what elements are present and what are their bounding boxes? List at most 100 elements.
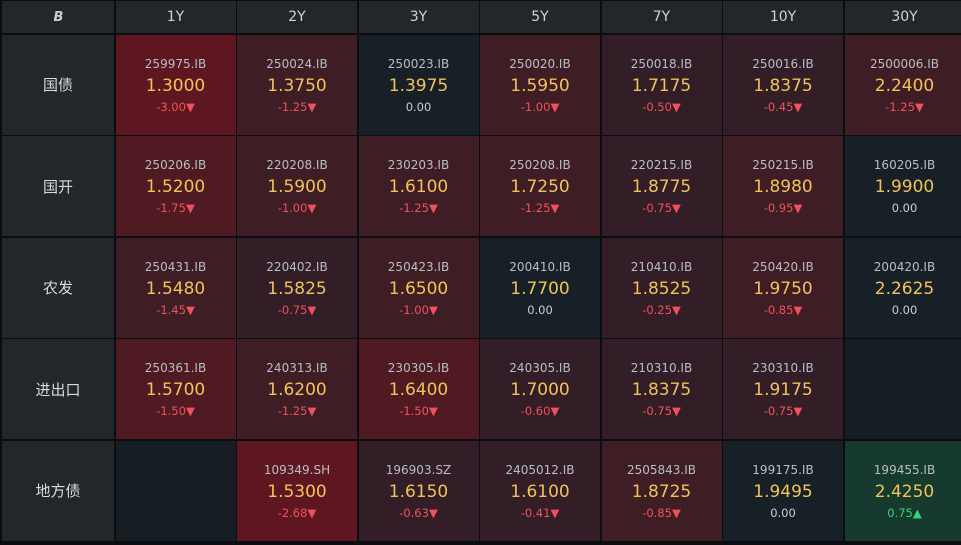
bond-cell[interactable]: 220208.IB 1.5900 -1.00▼ — [237, 136, 357, 236]
bond-code: 210410.IB — [630, 259, 693, 274]
bond-cell[interactable]: 196903.SZ 1.6150 -0.63▼ — [358, 440, 479, 541]
bond-code: 230305.IB — [387, 361, 450, 375]
bond-cell[interactable]: 2405012.IB 1.6100 -0.41▼ — [480, 440, 600, 541]
bond-cell[interactable]: 250018.IB 1.7175 -0.50▼ — [601, 34, 722, 135]
bond-yield: 1.5200 — [145, 177, 206, 197]
bond-code: 210310.IB — [630, 361, 693, 375]
bond-change: 0.00 — [527, 302, 553, 317]
bond-yield: 1.5900 — [267, 177, 327, 197]
column-header-3y[interactable]: 3Y — [358, 1, 479, 33]
bond-change: -0.75▼ — [642, 404, 681, 418]
bond-change: -0.50▼ — [642, 99, 681, 114]
bond-code: 240305.IB — [509, 361, 571, 375]
empty-cell — [844, 339, 961, 439]
bond-code: 250023.IB — [387, 56, 450, 71]
bond-cell[interactable]: 199455.IB 2.4250 0.75▲ — [844, 440, 961, 541]
bond-change: -0.60▼ — [520, 404, 560, 418]
bond-cell[interactable]: 160205.IB 1.9900 0.00 — [844, 136, 961, 236]
bond-cell[interactable]: 210410.IB 1.8525 -0.25▼ — [601, 237, 722, 338]
bond-change: 0.00 — [770, 505, 796, 520]
bond-yield: 1.6200 — [267, 380, 327, 400]
column-header-5y[interactable]: 5Y — [480, 1, 600, 33]
row-header: 进出口 — [2, 339, 114, 439]
bond-yield: 1.3975 — [388, 75, 449, 96]
bond-change: -1.50▼ — [399, 404, 438, 418]
bond-code: 250431.IB — [144, 259, 207, 274]
bond-code: 2505843.IB — [626, 462, 697, 477]
bond-cell[interactable]: 109349.SH 1.5300 -2.68▼ — [237, 440, 357, 541]
bond-yield: 1.5300 — [267, 481, 327, 502]
bond-yield: 1.8725 — [631, 481, 692, 502]
row-header: 国开 — [2, 136, 114, 236]
bond-yield: 1.7175 — [631, 75, 692, 96]
bond-cell[interactable]: 220215.IB 1.8775 -0.75▼ — [601, 136, 722, 236]
bond-code: 240313.IB — [266, 361, 328, 375]
column-header-7y[interactable]: 7Y — [601, 1, 722, 33]
bond-code: 200410.IB — [509, 259, 571, 274]
bond-yield: 1.5950 — [510, 75, 570, 96]
bond-yield: 1.7700 — [510, 278, 570, 299]
bond-yield: 2.4250 — [874, 481, 935, 502]
column-header-2y[interactable]: 2Y — [237, 1, 357, 33]
bond-cell[interactable]: 250206.IB 1.5200 -1.75▼ — [115, 136, 236, 236]
bond-yield: 1.9750 — [753, 278, 813, 299]
bond-cell[interactable]: 200420.IB 2.2625 0.00 — [844, 237, 961, 338]
bond-yield: 1.6500 — [388, 278, 449, 299]
bond-change: -1.25▼ — [277, 99, 317, 114]
bond-code: 259975.IB — [144, 56, 207, 71]
bond-change: -1.25▼ — [520, 201, 560, 215]
corner-logo: B — [2, 1, 114, 33]
bond-change: -1.25▼ — [399, 201, 438, 215]
bond-code: 230310.IB — [752, 361, 814, 375]
row-header: 地方债 — [2, 440, 114, 541]
bond-cell[interactable]: 240305.IB 1.7000 -0.60▼ — [480, 339, 600, 439]
bond-cell[interactable]: 200410.IB 1.7700 0.00 — [480, 237, 600, 338]
bond-cell[interactable]: 250420.IB 1.9750 -0.85▼ — [723, 237, 843, 338]
bond-change: -0.95▼ — [763, 201, 803, 215]
bond-cell[interactable]: 250023.IB 1.3975 0.00 — [358, 34, 479, 135]
bond-cell[interactable]: 2500006.IB 2.2400 -1.25▼ — [844, 34, 961, 135]
row-header: 国债 — [2, 34, 114, 135]
bond-cell[interactable]: 259975.IB 1.3000 -3.00▼ — [115, 34, 236, 135]
bond-change: -1.25▼ — [277, 404, 317, 418]
bond-change: 0.00 — [891, 302, 918, 317]
bond-cell[interactable]: 250431.IB 1.5480 -1.45▼ — [115, 237, 236, 338]
bond-yield: 1.5700 — [145, 380, 206, 400]
bond-yield: 1.6100 — [388, 177, 449, 197]
column-header-1y[interactable]: 1Y — [115, 1, 236, 33]
bond-cell[interactable]: 250423.IB 1.6500 -1.00▼ — [358, 237, 479, 338]
bond-cell[interactable]: 250215.IB 1.8980 -0.95▼ — [723, 136, 843, 236]
bond-cell[interactable]: 250024.IB 1.3750 -1.25▼ — [237, 34, 357, 135]
bond-yield: 1.6400 — [388, 380, 449, 400]
bond-code: 250420.IB — [752, 259, 814, 274]
bond-change: -3.00▼ — [156, 99, 195, 114]
bond-cell[interactable]: 230305.IB 1.6400 -1.50▼ — [358, 339, 479, 439]
bond-cell[interactable]: 199175.IB 1.9495 0.00 — [723, 440, 843, 541]
bond-change: -1.50▼ — [156, 404, 195, 418]
column-header-10y[interactable]: 10Y — [723, 1, 843, 33]
bond-change: -0.75▼ — [763, 404, 803, 418]
bond-yield: 2.2625 — [874, 278, 935, 299]
bond-cell[interactable]: 220402.IB 1.5825 -0.75▼ — [237, 237, 357, 338]
bond-cell[interactable]: 2505843.IB 1.8725 -0.85▼ — [601, 440, 722, 541]
bond-change: -0.75▼ — [642, 201, 681, 215]
bond-change: -1.00▼ — [520, 99, 560, 114]
bond-cell[interactable]: 210310.IB 1.8375 -0.75▼ — [601, 339, 722, 439]
bond-cell[interactable]: 250208.IB 1.7250 -1.25▼ — [480, 136, 600, 236]
bond-cell[interactable]: 230310.IB 1.9175 -0.75▼ — [723, 339, 843, 439]
bond-change: -0.85▼ — [763, 302, 803, 317]
bond-cell[interactable]: 240313.IB 1.6200 -1.25▼ — [237, 339, 357, 439]
column-header-30y[interactable]: 30Y — [844, 1, 961, 33]
bond-change: 0.00 — [405, 99, 432, 114]
bond-yield: 1.6150 — [388, 481, 449, 502]
bond-code: 250020.IB — [509, 56, 571, 71]
bond-code: 199175.IB — [752, 462, 814, 477]
bond-cell[interactable]: 250020.IB 1.5950 -1.00▼ — [480, 34, 600, 135]
bond-cell[interactable]: 230203.IB 1.6100 -1.25▼ — [358, 136, 479, 236]
bond-change: 0.00 — [891, 201, 918, 215]
bond-cell[interactable]: 250016.IB 1.8375 -0.45▼ — [723, 34, 843, 135]
bond-cell[interactable]: 250361.IB 1.5700 -1.50▼ — [115, 339, 236, 439]
bond-code: 2405012.IB — [505, 462, 575, 477]
bond-yield: 1.5825 — [267, 278, 327, 299]
